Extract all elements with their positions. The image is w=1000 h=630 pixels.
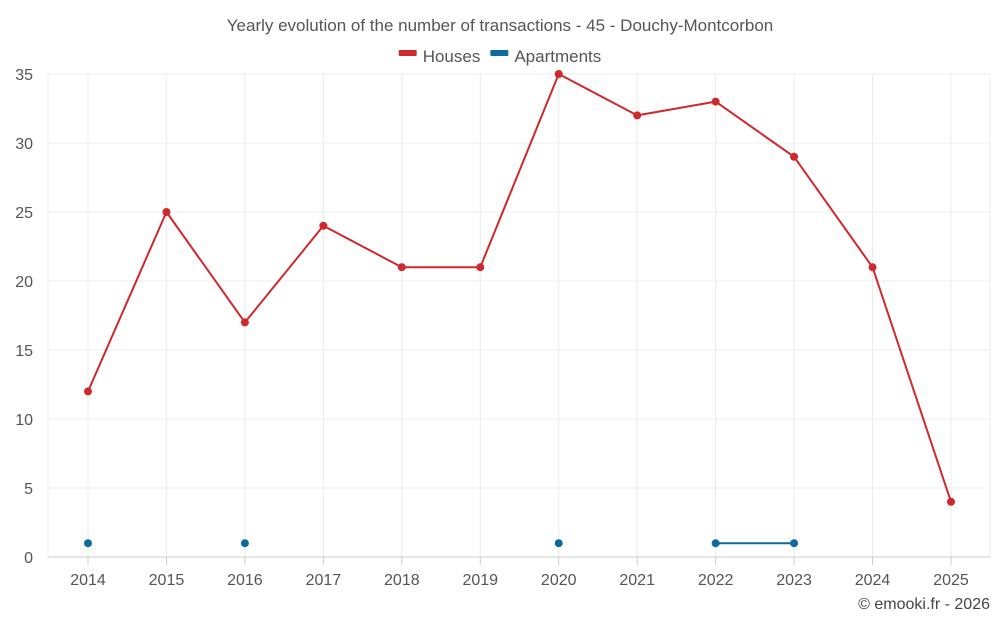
series-layer [84, 70, 955, 548]
data-point[interactable] [790, 539, 799, 548]
legend-label: Apartments [514, 47, 601, 66]
x-tick-label: 2025 [933, 572, 969, 589]
data-point[interactable] [476, 263, 485, 272]
y-tick-label: 5 [24, 481, 33, 498]
x-tick-label: 2023 [776, 572, 812, 589]
data-point[interactable] [711, 539, 720, 548]
data-point[interactable] [240, 539, 249, 548]
data-point[interactable] [633, 111, 642, 120]
data-point[interactable] [240, 318, 249, 327]
y-tick-label: 25 [15, 205, 33, 222]
gridlines [47, 73, 991, 557]
y-tick-label: 20 [15, 274, 33, 291]
x-tick-label: 2016 [227, 572, 263, 589]
data-point[interactable] [554, 539, 563, 548]
x-tick-label: 2024 [855, 572, 891, 589]
data-point[interactable] [711, 97, 720, 106]
legend-item-apartments[interactable]: Apartments [490, 47, 601, 66]
x-tick-label: 2022 [698, 572, 734, 589]
chart-title: Yearly evolution of the number of transa… [227, 16, 774, 35]
y-tick-label: 0 [24, 550, 33, 567]
data-point[interactable] [947, 497, 955, 506]
credit-label: © emooki.fr - 2026 [858, 596, 990, 613]
y-tick-label: 10 [15, 412, 33, 429]
x-tick-label: 2018 [384, 572, 420, 589]
data-point[interactable] [397, 263, 406, 272]
data-point[interactable] [162, 208, 171, 216]
x-tick-label: 2019 [462, 572, 498, 589]
data-point[interactable] [84, 539, 92, 548]
series-apartments [84, 539, 799, 548]
data-point[interactable] [868, 263, 877, 272]
y-tick-label: 15 [15, 343, 33, 360]
y-tick-label: 30 [15, 136, 33, 153]
x-tick-label: 2014 [70, 572, 106, 589]
x-tick-label: 2015 [149, 572, 185, 589]
y-tick-label: 35 [15, 67, 33, 84]
x-tick-label: 2020 [541, 572, 577, 589]
series-houses [84, 70, 955, 506]
legend-label: Houses [423, 47, 481, 66]
legend-swatch [398, 50, 417, 56]
data-point[interactable] [554, 70, 563, 78]
legend-swatch [490, 50, 509, 56]
legend-item-houses[interactable]: Houses [398, 47, 481, 66]
x-tick-label: 2021 [619, 572, 655, 589]
x-tick-label: 2017 [306, 572, 342, 589]
data-point[interactable] [790, 152, 799, 161]
series-line [87, 73, 952, 503]
data-point[interactable] [84, 387, 92, 396]
data-point[interactable] [319, 221, 328, 230]
legend: Houses Apartments [398, 47, 601, 66]
